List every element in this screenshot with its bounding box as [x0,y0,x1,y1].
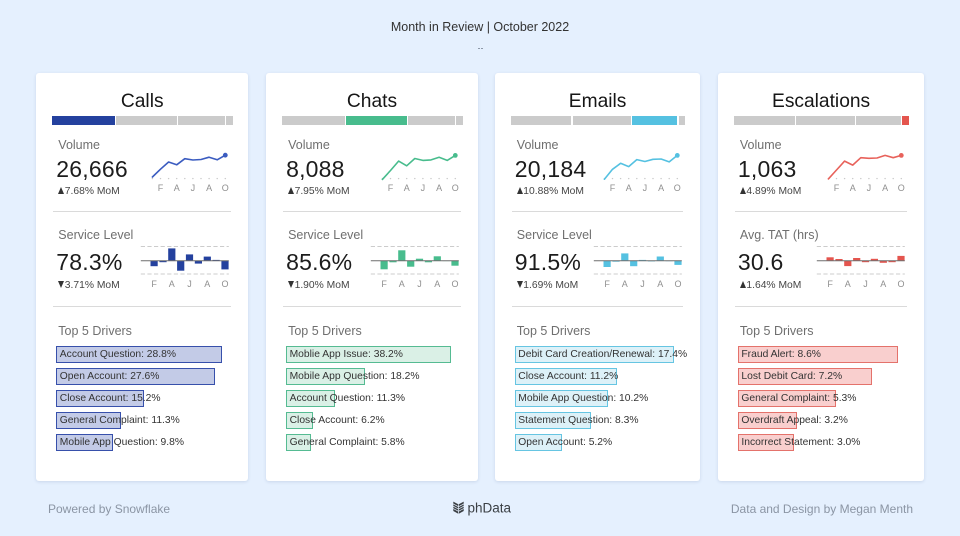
svg-text:O: O [898,279,905,289]
svg-text:J: J [420,183,425,193]
svg-text:A: A [657,279,663,289]
svg-text:F: F [158,183,164,193]
svg-text:A: A [882,183,888,193]
svg-text:J: J [867,183,872,193]
svg-text:A: A [881,279,887,289]
svg-text:F: F [610,183,616,193]
svg-text:O: O [898,183,905,193]
svg-text:F: F [387,183,393,193]
svg-text:J: J [188,279,193,289]
svg-text:A: A [626,183,632,193]
svg-text:A: A [174,183,180,193]
svg-text:F: F [834,183,840,193]
svg-text:J: J [640,279,645,289]
svg-text:A: A [403,183,409,193]
svg-text:A: A [205,279,211,289]
svg-text:A: A [658,183,664,193]
svg-text:J: J [643,183,648,193]
svg-text:O: O [451,183,458,193]
svg-text:A: A [436,183,442,193]
svg-text:A: A [169,279,175,289]
svg-text:O: O [451,279,458,289]
svg-text:F: F [381,279,387,289]
svg-text:F: F [152,279,158,289]
svg-text:A: A [850,183,856,193]
svg-text:A: A [206,183,212,193]
svg-text:J: J [864,279,869,289]
svg-text:J: J [417,279,422,289]
svg-text:J: J [191,183,196,193]
svg-text:O: O [674,279,681,289]
svg-text:A: A [845,279,851,289]
svg-text:F: F [828,279,834,289]
svg-text:O: O [674,183,681,193]
svg-text:O: O [222,279,229,289]
svg-text:O: O [222,183,229,193]
svg-text:F: F [604,279,610,289]
svg-text:A: A [399,279,405,289]
svg-text:A: A [434,279,440,289]
svg-text:A: A [621,279,627,289]
